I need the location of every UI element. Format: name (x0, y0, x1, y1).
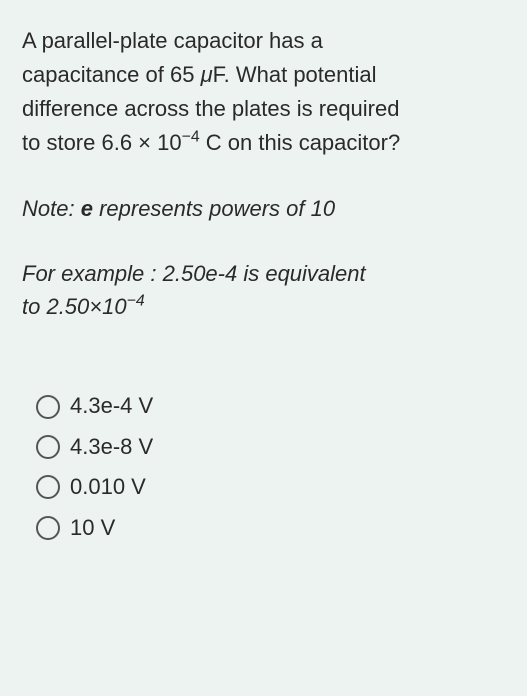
note-prefix: Note: (22, 196, 81, 221)
option-c-label: 0.010 V (70, 474, 146, 500)
example-line2-exp: −4 (127, 293, 145, 310)
option-d-label: 10 V (70, 515, 115, 541)
question-mu: μ (201, 62, 213, 87)
option-b[interactable]: 4.3e-8 V (36, 434, 505, 460)
options-group: 4.3e-4 V 4.3e-8 V 0.010 V 10 V (22, 393, 505, 541)
example-text: For example : 2.50e-4 is equivalent to 2… (22, 257, 505, 323)
radio-icon (36, 435, 60, 459)
radio-icon (36, 475, 60, 499)
note-text: Note: e represents powers of 10 (22, 192, 505, 225)
question-line4-exp: −4 (182, 129, 200, 146)
option-d[interactable]: 10 V (36, 515, 505, 541)
option-a[interactable]: 4.3e-4 V (36, 393, 505, 419)
question-line1: A parallel-plate capacitor has a (22, 28, 323, 53)
question-line4-pre: to store 6.6 × 10 (22, 130, 182, 155)
question-line2-pre: capacitance of 65 (22, 62, 201, 87)
option-c[interactable]: 0.010 V (36, 474, 505, 500)
note-bold: e (81, 196, 93, 221)
note-suffix: represents powers of 10 (93, 196, 335, 221)
radio-icon (36, 516, 60, 540)
example-line1: For example : 2.50e-4 is equivalent (22, 261, 366, 286)
example-line2-pre: to 2.50×10 (22, 294, 127, 319)
radio-icon (36, 395, 60, 419)
question-line2-post: F. What potential (213, 62, 377, 87)
option-b-label: 4.3e-8 V (70, 434, 153, 460)
question-text: A parallel-plate capacitor has a capacit… (22, 24, 505, 160)
question-line4-post: C on this capacitor? (200, 130, 401, 155)
option-a-label: 4.3e-4 V (70, 393, 153, 419)
question-line3: difference across the plates is required (22, 96, 399, 121)
